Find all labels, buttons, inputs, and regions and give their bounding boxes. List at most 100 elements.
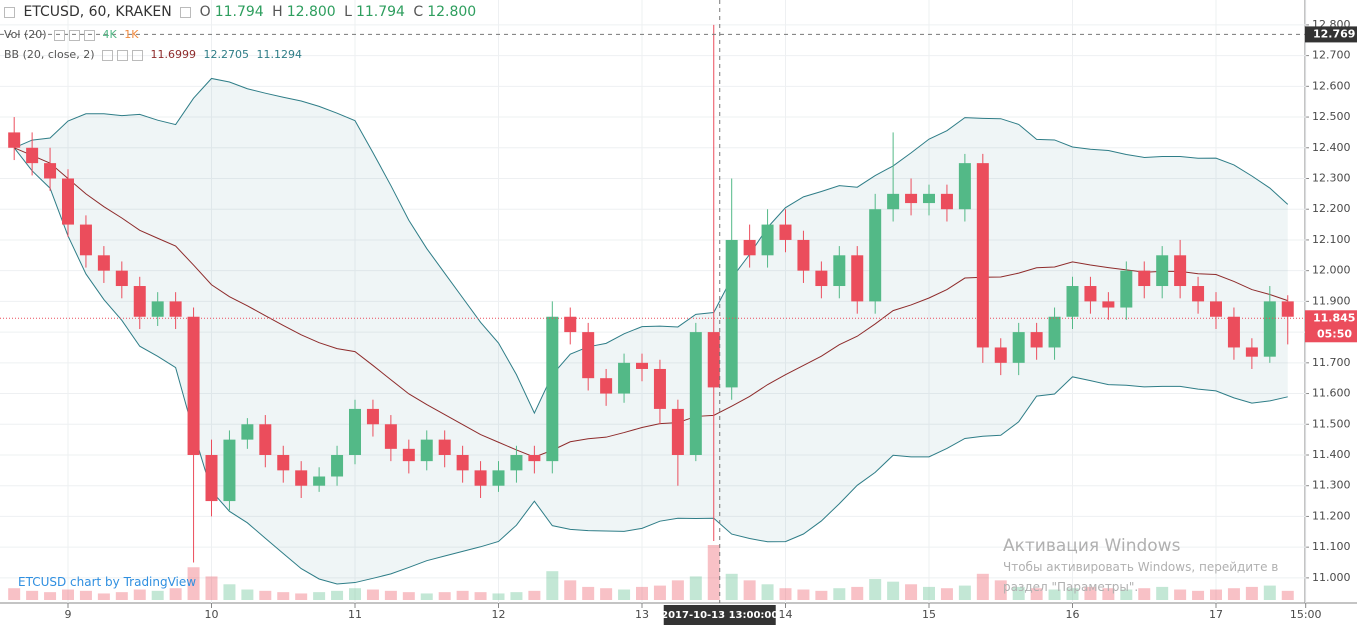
y-tick-label: 12.400: [1312, 141, 1351, 154]
bb-legend: BB (20, close, 2) 11.6999 12.2705 11.129…: [4, 48, 306, 61]
indicator-value: 4K: [102, 28, 117, 41]
volume-bar: [833, 588, 846, 600]
last-price-box: [1305, 310, 1357, 343]
ohlc-value: 11.794: [355, 4, 405, 20]
ohlc-key: C: [413, 4, 424, 20]
candle-body: [79, 224, 92, 256]
candle-body: [62, 178, 74, 225]
crosshair-x-box: [663, 605, 776, 625]
volume-bar: [1227, 588, 1240, 600]
candle-body: [618, 362, 631, 394]
volume-bar: [44, 592, 57, 600]
volume-bar: [743, 580, 756, 600]
candle-body: [474, 470, 487, 486]
symbol-header: ETCUSD, 60, KRAKEN O 11.794 H 12.800 L 11.7…: [4, 4, 480, 20]
volume-bar: [205, 576, 218, 600]
candle-body: [600, 378, 613, 394]
volume-bar: [1174, 589, 1187, 600]
volume-bar: [940, 588, 953, 600]
icon: [180, 6, 192, 18]
volume-bar: [905, 584, 918, 600]
indicator-name: BB (20, close, 2): [4, 48, 95, 61]
volume-bar: [259, 590, 272, 600]
volume-bar: [366, 589, 379, 600]
volume-bar: [725, 573, 738, 600]
candle-body: [833, 255, 846, 287]
candle-body: [492, 470, 505, 486]
candle-body: [1281, 301, 1294, 317]
volume-bar: [492, 593, 505, 600]
y-tick-label: 11.500: [1312, 417, 1351, 430]
candle-body: [366, 408, 379, 425]
candle-body: [384, 424, 397, 449]
candle-body: [1156, 255, 1169, 287]
candle-body: [133, 286, 146, 317]
candle-body: [564, 316, 577, 333]
candle-body: [582, 332, 595, 379]
candle-body: [241, 424, 254, 440]
volume-bar: [79, 590, 92, 600]
volume-bar: [1102, 588, 1115, 600]
volume-bar: [223, 584, 236, 600]
bb-lower: [13, 147, 1288, 585]
volume-bar: [510, 592, 523, 600]
candle-body: [277, 454, 290, 471]
x-tick-label: 11: [348, 608, 362, 621]
candle-body: [402, 448, 415, 462]
candle-body: [169, 301, 182, 317]
x-tick-label: 15: [922, 608, 936, 621]
x-tick-label: 12: [492, 608, 506, 621]
candle-body: [456, 454, 469, 471]
volume-bar: [1066, 588, 1079, 600]
volume-bar: [653, 585, 666, 600]
y-tick-label: 12.200: [1312, 202, 1351, 215]
y-tick-label: 12.500: [1312, 110, 1351, 123]
volume-bar: [456, 590, 469, 600]
volume-bar: [994, 580, 1007, 600]
volume-bar: [384, 590, 397, 600]
watermark: ETCUSD chart by TradingView: [18, 575, 197, 589]
candle-body: [1174, 255, 1187, 287]
candle-body: [1245, 347, 1258, 357]
y-tick-label: 11.100: [1312, 540, 1351, 553]
candle-body: [205, 454, 218, 502]
candle-body: [797, 239, 810, 271]
icon: [132, 49, 143, 61]
volume-bar: [1084, 586, 1097, 600]
crosshair-x-label: 2017-10-13 13:00:00: [661, 610, 778, 621]
candle-body: [1227, 316, 1240, 348]
ohlc-value: 12.800: [427, 4, 477, 20]
candle-body: [905, 193, 918, 204]
volume-bar: [151, 590, 164, 600]
icon: [54, 29, 66, 41]
crosshair-y-box: [1305, 26, 1357, 43]
x-tick-label: 16: [1066, 608, 1080, 621]
candle-body: [779, 224, 792, 240]
candle-body: [1030, 332, 1043, 348]
crosshair-y-label: 12.769: [1313, 27, 1355, 40]
volume-bar: [618, 589, 631, 600]
candle-body: [349, 408, 361, 455]
volume-bar: [887, 581, 900, 600]
icon: [117, 49, 128, 61]
y-tick-label: 11.400: [1312, 448, 1351, 461]
ohlc-key: H: [272, 4, 283, 20]
symbol-title: ETCUSD, 60, KRAKEN: [23, 4, 172, 20]
volume-legend: Vol (20) 4K 1K: [4, 28, 142, 41]
candle-body: [1066, 286, 1079, 317]
volume-bar: [1210, 589, 1222, 600]
volume-bar: [1120, 589, 1133, 600]
indicator-value: 1K: [124, 28, 139, 41]
volume-bar: [420, 593, 433, 600]
y-tick-label: 12.100: [1312, 233, 1351, 246]
candle-body: [815, 270, 828, 287]
y-tick-label: 11.900: [1312, 294, 1351, 307]
indicator-value: 11.1294: [256, 48, 303, 61]
candle-body: [115, 270, 128, 287]
volume-bar: [1156, 586, 1169, 600]
ohlc-key: L: [344, 4, 352, 20]
volume-bar: [97, 593, 110, 600]
candle-body: [743, 239, 756, 256]
